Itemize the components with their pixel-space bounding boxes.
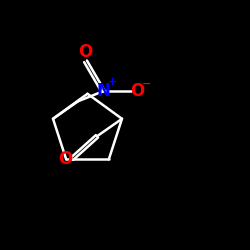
Text: O: O [58, 150, 73, 168]
Text: N: N [96, 82, 110, 100]
Text: O: O [78, 43, 93, 61]
Text: −: − [142, 79, 152, 89]
Text: +: + [108, 77, 117, 87]
Text: O: O [130, 82, 144, 100]
